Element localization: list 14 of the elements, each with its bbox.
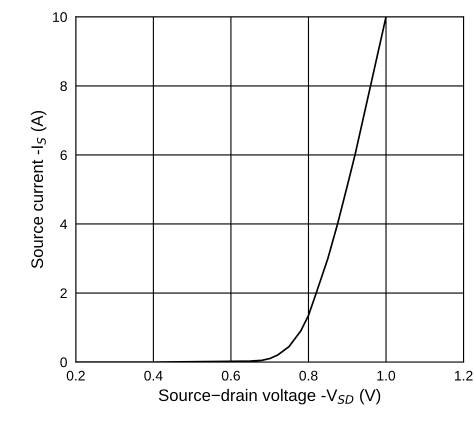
x-tick-label: 1.0 bbox=[377, 370, 396, 381]
y-tick-label: 4 bbox=[60, 219, 68, 230]
x-tick-label: 1.2 bbox=[454, 370, 473, 380]
y-axis-title: Source current -I$_{S}$ (A) bbox=[30, 110, 46, 268]
x-tick-label: 0.2 bbox=[66, 370, 85, 381]
y-tick-label: 2 bbox=[60, 288, 67, 298]
y-tick-label: 10 bbox=[53, 12, 67, 22]
y-tick-label: 0 bbox=[60, 357, 67, 368]
x-tick-label: 0.4 bbox=[144, 370, 163, 381]
x-axis-title: Source−drain voltage -V$_{SD}$ (V) bbox=[158, 388, 380, 404]
y-tick-label: 8 bbox=[60, 81, 67, 92]
x-tick-label: 0.8 bbox=[299, 370, 318, 381]
y-tick-label: 6 bbox=[60, 150, 67, 160]
x-tick-label: 0.6 bbox=[222, 370, 240, 381]
